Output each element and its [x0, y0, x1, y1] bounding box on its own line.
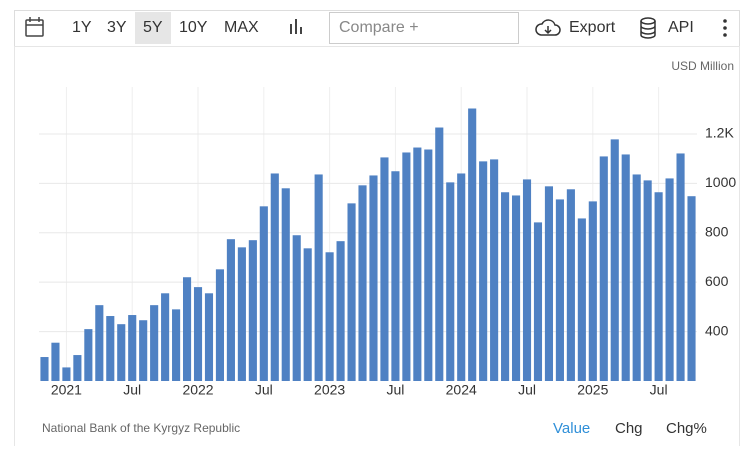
range-button[interactable]: 1Y	[72, 19, 92, 36]
range-active-bg[interactable]	[135, 12, 171, 44]
bar	[51, 342, 60, 381]
bar	[303, 248, 312, 381]
y-tick-label: 1.2K	[705, 125, 734, 141]
source: National Bank of the Kyrgyz Republic	[42, 421, 240, 435]
bar	[457, 173, 466, 381]
bar	[150, 305, 159, 381]
y-tick-label: 400	[705, 322, 729, 338]
bar	[490, 159, 499, 381]
export-button[interactable]: Export	[569, 19, 616, 36]
tab[interactable]: Chg%	[666, 420, 707, 437]
bar	[610, 139, 619, 381]
y-tick-label: 800	[705, 223, 729, 239]
bar	[292, 235, 301, 381]
bar	[248, 240, 257, 381]
bar	[468, 108, 477, 382]
y-tick-label: 600	[705, 273, 729, 289]
bar	[665, 178, 674, 381]
bar	[424, 149, 433, 381]
bar	[402, 152, 411, 381]
bar	[654, 192, 663, 381]
api-icon[interactable]	[640, 17, 656, 39]
bar	[676, 153, 685, 381]
bar	[128, 315, 137, 381]
bar	[632, 174, 641, 381]
bar	[566, 189, 575, 381]
bar	[643, 180, 652, 381]
y-tick-label: 1000	[705, 174, 736, 190]
bar	[193, 287, 203, 381]
bar	[369, 175, 378, 381]
bar	[259, 206, 268, 381]
bar	[40, 357, 49, 381]
bar	[501, 192, 510, 381]
bar	[270, 173, 279, 381]
plot-area	[39, 87, 697, 381]
x-tick-label: 2025	[577, 382, 608, 398]
compare-input[interactable]	[329, 12, 519, 44]
x-tick-label: Jul	[518, 382, 536, 398]
bar	[621, 154, 630, 381]
x-tick-label: Jul	[255, 382, 273, 398]
bar	[380, 157, 389, 381]
export-icon[interactable]	[535, 19, 561, 36]
bar	[588, 201, 597, 381]
bar	[172, 309, 181, 381]
bar	[215, 269, 225, 381]
tab[interactable]: Value	[553, 420, 590, 437]
bar	[73, 355, 82, 381]
bar	[95, 305, 104, 381]
bar	[161, 293, 170, 381]
bar	[314, 174, 323, 381]
bar	[687, 196, 696, 381]
bar	[347, 203, 356, 381]
range-button[interactable]: 3Y	[107, 19, 127, 36]
tab[interactable]: Chg	[615, 420, 643, 437]
bar	[522, 179, 532, 381]
bar	[204, 293, 214, 381]
bar	[226, 239, 235, 381]
x-tick-label: Jul	[650, 382, 668, 398]
bar	[139, 320, 148, 381]
bar	[599, 156, 608, 381]
compare-placeholder[interactable]: Compare +	[339, 19, 419, 36]
bar	[358, 185, 367, 381]
unit-label: USD Million	[671, 59, 734, 73]
bar	[479, 161, 488, 381]
chart-type-icon[interactable]	[290, 19, 302, 34]
bar	[511, 195, 521, 381]
x-tick-label: Jul	[386, 382, 404, 398]
bar	[117, 324, 126, 381]
bar	[435, 127, 444, 382]
bar	[325, 252, 334, 381]
bar	[446, 182, 455, 381]
api-button[interactable]: API	[668, 19, 694, 36]
range-button[interactable]: 10Y	[179, 19, 208, 36]
bar	[533, 222, 543, 381]
x-tick-label: Jul	[123, 382, 141, 398]
x-tick-label: 2022	[182, 382, 213, 398]
x-tick-label: 2021	[51, 382, 82, 398]
bar	[555, 199, 564, 381]
bar	[182, 277, 192, 381]
bar	[336, 241, 345, 381]
range-button[interactable]: 5Y	[143, 19, 163, 36]
bar	[237, 247, 246, 381]
bar	[281, 188, 290, 381]
calendar-icon[interactable]	[25, 17, 44, 37]
bar	[62, 367, 71, 381]
x-tick-label: 2024	[446, 382, 477, 398]
bar	[391, 171, 400, 381]
x-tick-label: 2023	[314, 382, 345, 398]
range-button[interactable]: MAX	[224, 19, 259, 36]
bar	[577, 218, 586, 381]
bar	[544, 186, 554, 381]
bar	[84, 329, 93, 381]
more-icon[interactable]	[723, 19, 727, 37]
bar	[413, 147, 422, 381]
bar	[106, 316, 115, 381]
